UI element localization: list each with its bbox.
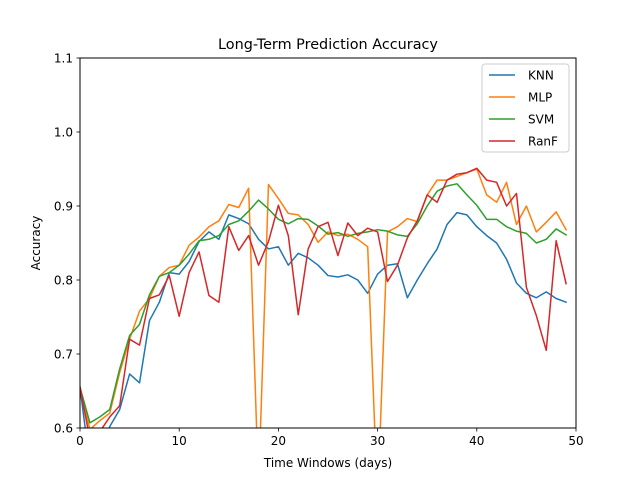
x-tick-label: 20 bbox=[271, 434, 286, 448]
chart-title: Long-Term Prediction Accuracy bbox=[218, 37, 438, 53]
y-tick-label: 0.7 bbox=[54, 347, 73, 361]
series-layer bbox=[80, 167, 568, 428]
series-line-knn bbox=[80, 211, 568, 428]
x-tick-label: 0 bbox=[76, 434, 84, 448]
series-line-svm bbox=[80, 183, 568, 424]
x-axis: 0 10 20 30 40 50 bbox=[76, 428, 584, 448]
y-tick-label: 1.1 bbox=[54, 51, 73, 65]
series-line-mlp bbox=[80, 168, 568, 428]
y-axis-label: Accuracy bbox=[29, 216, 43, 271]
y-tick-label: 0.9 bbox=[54, 199, 73, 213]
x-tick-label: 50 bbox=[568, 434, 583, 448]
y-axis: 0.6 0.7 0.8 0.9 1.0 1.1 bbox=[54, 51, 80, 435]
legend-label-mlp: MLP bbox=[528, 91, 552, 105]
legend: KNN MLP SVM RanF bbox=[481, 63, 570, 153]
legend-label-svm: SVM bbox=[528, 113, 554, 127]
legend-label-knn: KNN bbox=[528, 69, 554, 83]
y-tick-label: 0.8 bbox=[54, 273, 73, 287]
legend-box bbox=[481, 63, 570, 153]
plot-frame bbox=[79, 57, 577, 429]
x-tick-label: 30 bbox=[370, 434, 385, 448]
x-tick-label: 40 bbox=[469, 434, 484, 448]
series-line-ranf bbox=[80, 167, 567, 428]
y-tick-label: 1.0 bbox=[54, 125, 73, 139]
y-tick-label: 0.6 bbox=[54, 421, 73, 435]
x-tick-label: 10 bbox=[172, 434, 187, 448]
legend-label-ranf: RanF bbox=[528, 135, 558, 149]
x-axis-label: Time Windows (days) bbox=[263, 456, 392, 470]
